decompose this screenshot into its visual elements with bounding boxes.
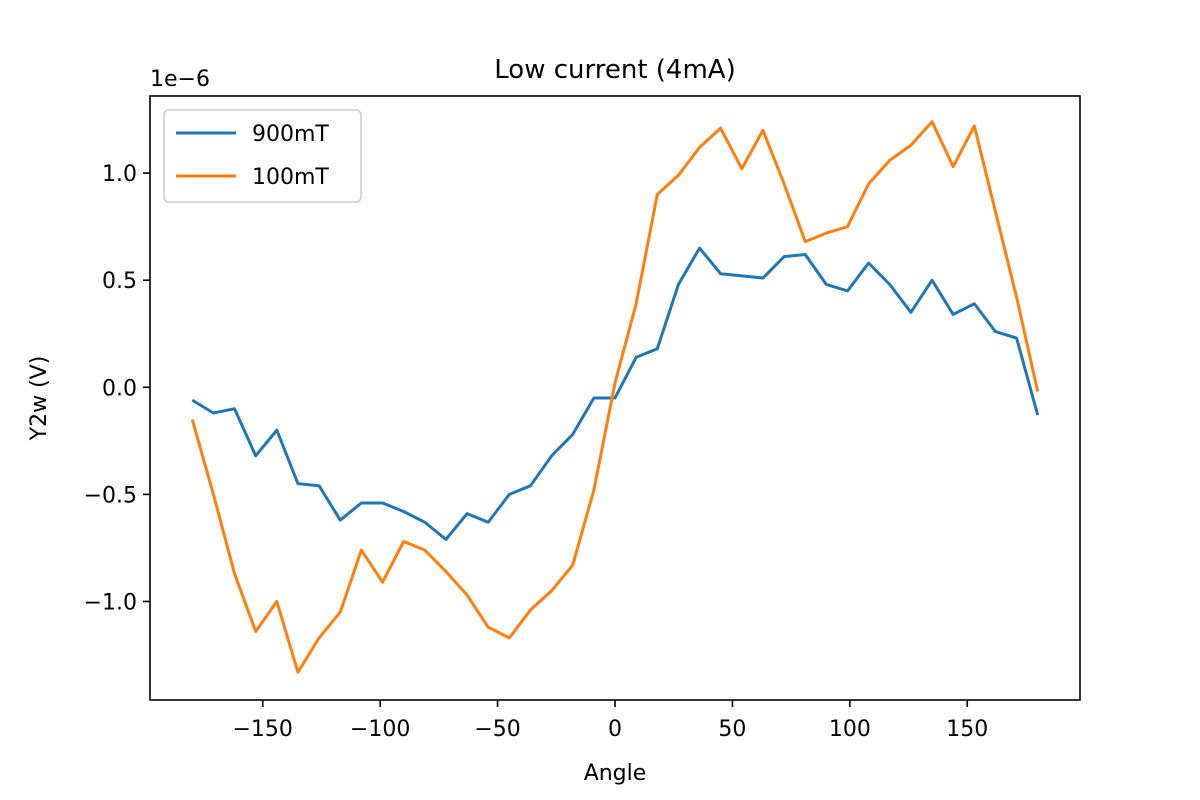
x-axis-ticks: −150 −100 −50 0 50 100 150 <box>233 700 988 742</box>
y-axis-ticks: −1.0 −0.5 0.0 0.5 1.0 <box>84 162 150 615</box>
legend-label-900mt: 900mT <box>252 122 329 147</box>
y-tick-label: 0.0 <box>102 376 137 401</box>
x-tick-label: −150 <box>233 717 293 742</box>
y-axis-label: Y2w (V) <box>27 356 52 442</box>
y-offset-label: 1e−6 <box>150 67 210 92</box>
series-layer <box>190 120 1040 674</box>
plot-frame <box>149 95 1081 701</box>
legend: 900mT 100mT <box>163 109 362 203</box>
x-axis-label: Angle <box>584 761 647 786</box>
x-tick-label: −50 <box>474 717 520 742</box>
y-tick-label: −0.5 <box>84 483 137 508</box>
x-tick-label: 50 <box>718 717 746 742</box>
x-tick-label: 0 <box>608 717 622 742</box>
y-tick-label: −1.0 <box>84 590 137 615</box>
x-tick-label: 100 <box>829 717 871 742</box>
legend-label-100mt: 100mT <box>252 165 329 190</box>
x-tick-label: 150 <box>946 717 988 742</box>
x-tick-label: −100 <box>350 717 410 742</box>
series-line-100mt <box>190 120 1040 674</box>
series-line-900mt <box>191 246 1040 541</box>
chart-title: Low current (4mA) <box>494 55 735 85</box>
y-tick-label: 0.5 <box>102 269 137 294</box>
y-tick-label: 1.0 <box>102 162 137 187</box>
